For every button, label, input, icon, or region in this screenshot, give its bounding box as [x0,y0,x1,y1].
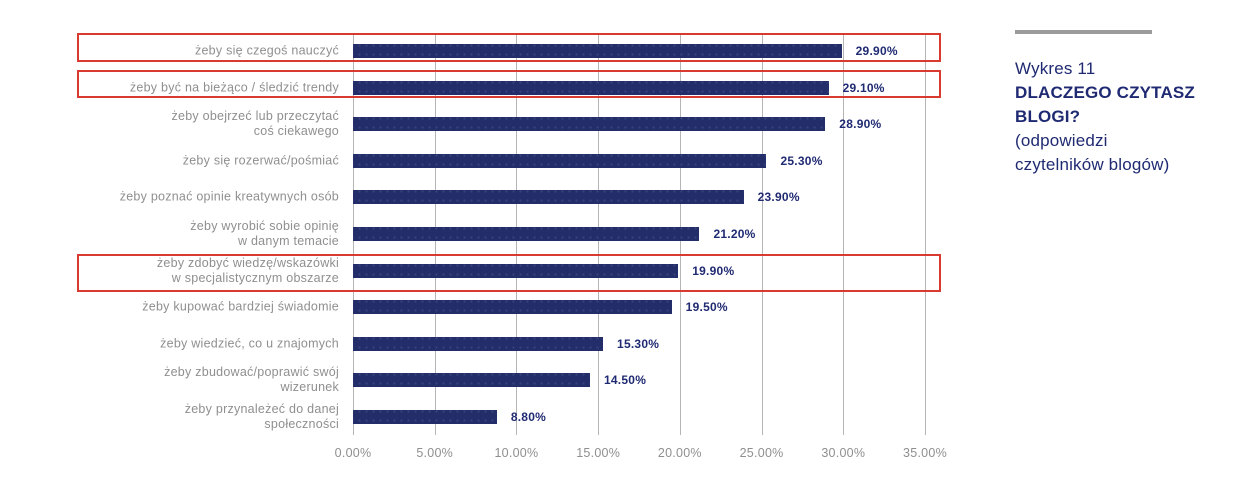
bar [353,373,590,388]
chart-row: żeby się rozerwać/pośmiać 25.30% [78,143,941,180]
chart-row: żeby poznać opinie kreatywnych osób 23.90… [78,179,941,216]
category-label: żeby przynależeć do danej społeczności [184,401,339,431]
chart-row: żeby wyrobić sobie opinię w danym temaci… [78,216,941,253]
gridline [761,33,763,435]
category-label: żeby wyrobić sobie opinię w danym temaci… [190,219,339,248]
bar [353,44,842,59]
value-label: 19.50% [685,300,728,315]
x-tick-label: 20.00% [657,446,702,460]
title-panel: Wykres 11 DLACZEGO CZYTASZ BLOGI? (odpow… [1015,30,1200,177]
x-tick-label: 0.00% [334,446,372,460]
category-label: żeby się czegoś nauczyć [194,43,339,58]
category-label: żeby zdobyć wiedzę/wskazówki w specjalis… [156,255,339,285]
x-tick-label: 25.00% [739,446,784,460]
x-tick-label: 35.00% [903,446,947,460]
chart-kicker: Wykres 11 [1015,59,1096,78]
value-label: 23.90% [757,190,800,205]
chart-row: żeby kupować bardziej świadomie 19.50% [78,289,941,326]
bar [353,263,679,278]
bar-chart: żeby się czegoś nauczyć 29.90% żeby być na… [77,33,941,435]
x-tick-label: 10.00% [494,446,539,460]
chart-row: żeby być na bieżąco / śledzić trendy 29.1… [77,69,941,107]
x-tick-label: 15.00% [576,446,621,460]
value-label: 19.90% [692,263,735,278]
category-label: żeby obejrzeć lub przeczytać coś ciekawe… [171,109,339,139]
bar [353,227,700,241]
category-label: żeby się rozerwać/pośmiać [182,153,339,168]
category-label: żeby poznać opinie kreatywnych osób [119,189,339,204]
x-tick-label: 5.00% [416,446,454,460]
chart-subtitle: (odpowiedzi czytelników blogów) [1015,131,1170,174]
value-label: 29.10% [842,80,885,95]
gridline [925,33,926,435]
bar [353,300,672,315]
bar [353,153,767,168]
chart-row: żeby wiedzieć, co u znajomych 15.30% [78,325,941,362]
chart-row: żeby przynależeć do danej społeczności 8.… [78,398,941,435]
chart-row: żeby zbudować/poprawić swój wizerunek 14.… [78,362,941,399]
bar [353,117,826,132]
chart-row: żeby zdobyć wiedzę/wskazówki w specjalis… [77,252,941,292]
category-label: żeby być na bieżąco / śledzić trendy [129,80,339,95]
bar [353,80,829,95]
value-label: 29.90% [855,44,898,59]
chart-row: żeby obejrzeć lub przeczytać coś ciekawe… [78,106,941,143]
x-axis: 0.00% 5.00% 10.00% 15.00% 20.00% 25.00% 30.00%… [335,446,947,464]
value-label: 14.50% [603,373,647,388]
bar [353,190,744,205]
value-label: 21.20% [713,227,756,241]
bar [353,409,497,424]
chart-title: DLACZEGO CZYTASZ BLOGI? [1015,83,1195,126]
value-label: 28.90% [839,117,882,132]
chart-row: żeby się czegoś nauczyć 29.90% [77,33,941,70]
category-label: żeby zbudować/poprawić swój wizerunek [164,365,339,395]
category-label: żeby wiedzieć, co u znajomych [160,336,339,351]
category-label: żeby kupować bardziej świadomie [142,299,339,314]
value-label: 15.30% [617,336,660,351]
value-label: 8.80% [510,409,547,424]
x-tick-label: 30.00% [821,446,866,460]
title-rule [1015,30,1152,34]
value-label: 25.30% [780,153,823,168]
gridline [843,33,845,435]
bar [353,336,604,351]
